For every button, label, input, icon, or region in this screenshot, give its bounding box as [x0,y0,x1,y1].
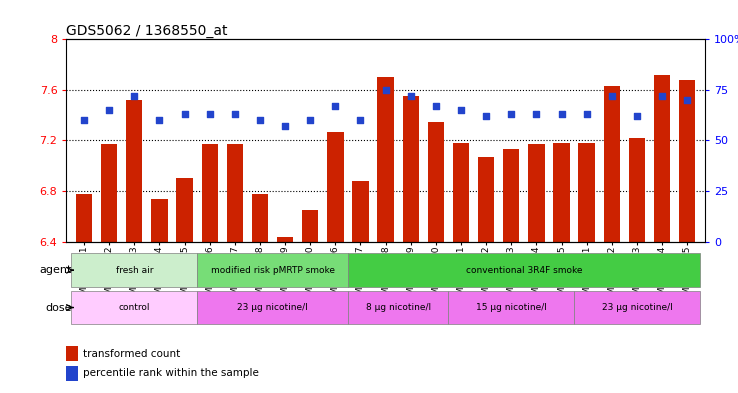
Point [531,111,542,118]
Point [606,93,618,99]
Text: control: control [119,303,150,312]
Bar [579,143,595,242]
Bar [66,365,78,381]
Point [254,117,266,123]
Bar [66,346,78,362]
Point [304,117,316,123]
Bar [101,144,117,242]
Point [506,111,517,118]
Bar [574,291,700,324]
Point [455,107,467,113]
Text: 23 μg nicotine/l: 23 μg nicotine/l [237,303,308,312]
Point [329,103,341,109]
Bar [151,199,168,242]
Text: 23 μg nicotine/l: 23 μg nicotine/l [601,303,672,312]
Point [631,113,643,119]
Bar [76,194,92,242]
Point [681,97,693,103]
Text: GDS5062 / 1368550_at: GDS5062 / 1368550_at [66,24,228,38]
Bar [302,210,318,242]
Text: modified risk pMRTP smoke: modified risk pMRTP smoke [210,266,334,275]
Point [480,113,492,119]
Text: dose: dose [45,303,72,312]
Bar [348,253,700,287]
Bar [72,291,197,324]
Bar [503,149,520,242]
Point [128,93,140,99]
Text: 8 μg nicotine/l: 8 μg nicotine/l [365,303,431,312]
Bar [453,143,469,242]
Point [154,117,165,123]
Text: agent: agent [39,265,72,275]
Point [229,111,241,118]
Point [78,117,90,123]
Bar [428,121,444,242]
Bar [197,253,348,287]
Bar [348,291,449,324]
Point [556,111,568,118]
Bar [449,291,574,324]
Point [405,93,417,99]
Point [354,117,366,123]
Bar [197,291,348,324]
Bar [629,138,645,242]
Bar [201,144,218,242]
Point [279,123,291,129]
Point [204,111,215,118]
Bar [252,194,268,242]
Bar [377,77,394,242]
Text: 15 μg nicotine/l: 15 μg nicotine/l [476,303,547,312]
Text: percentile rank within the sample: percentile rank within the sample [83,368,259,378]
Bar [654,75,670,242]
Text: transformed count: transformed count [83,349,180,359]
Bar [176,178,193,242]
Bar [604,86,620,242]
Bar [227,144,243,242]
Bar [352,181,369,242]
Bar [277,237,293,242]
Bar [528,144,545,242]
Bar [126,100,142,242]
Point [430,103,442,109]
Bar [72,253,197,287]
Bar [679,80,695,242]
Bar [554,143,570,242]
Point [179,111,190,118]
Point [380,87,392,93]
Text: conventional 3R4F smoke: conventional 3R4F smoke [466,266,582,275]
Point [656,93,668,99]
Point [581,111,593,118]
Point [103,107,115,113]
Bar [327,132,343,242]
Bar [478,157,494,242]
Bar [402,96,419,242]
Text: fresh air: fresh air [116,266,153,275]
